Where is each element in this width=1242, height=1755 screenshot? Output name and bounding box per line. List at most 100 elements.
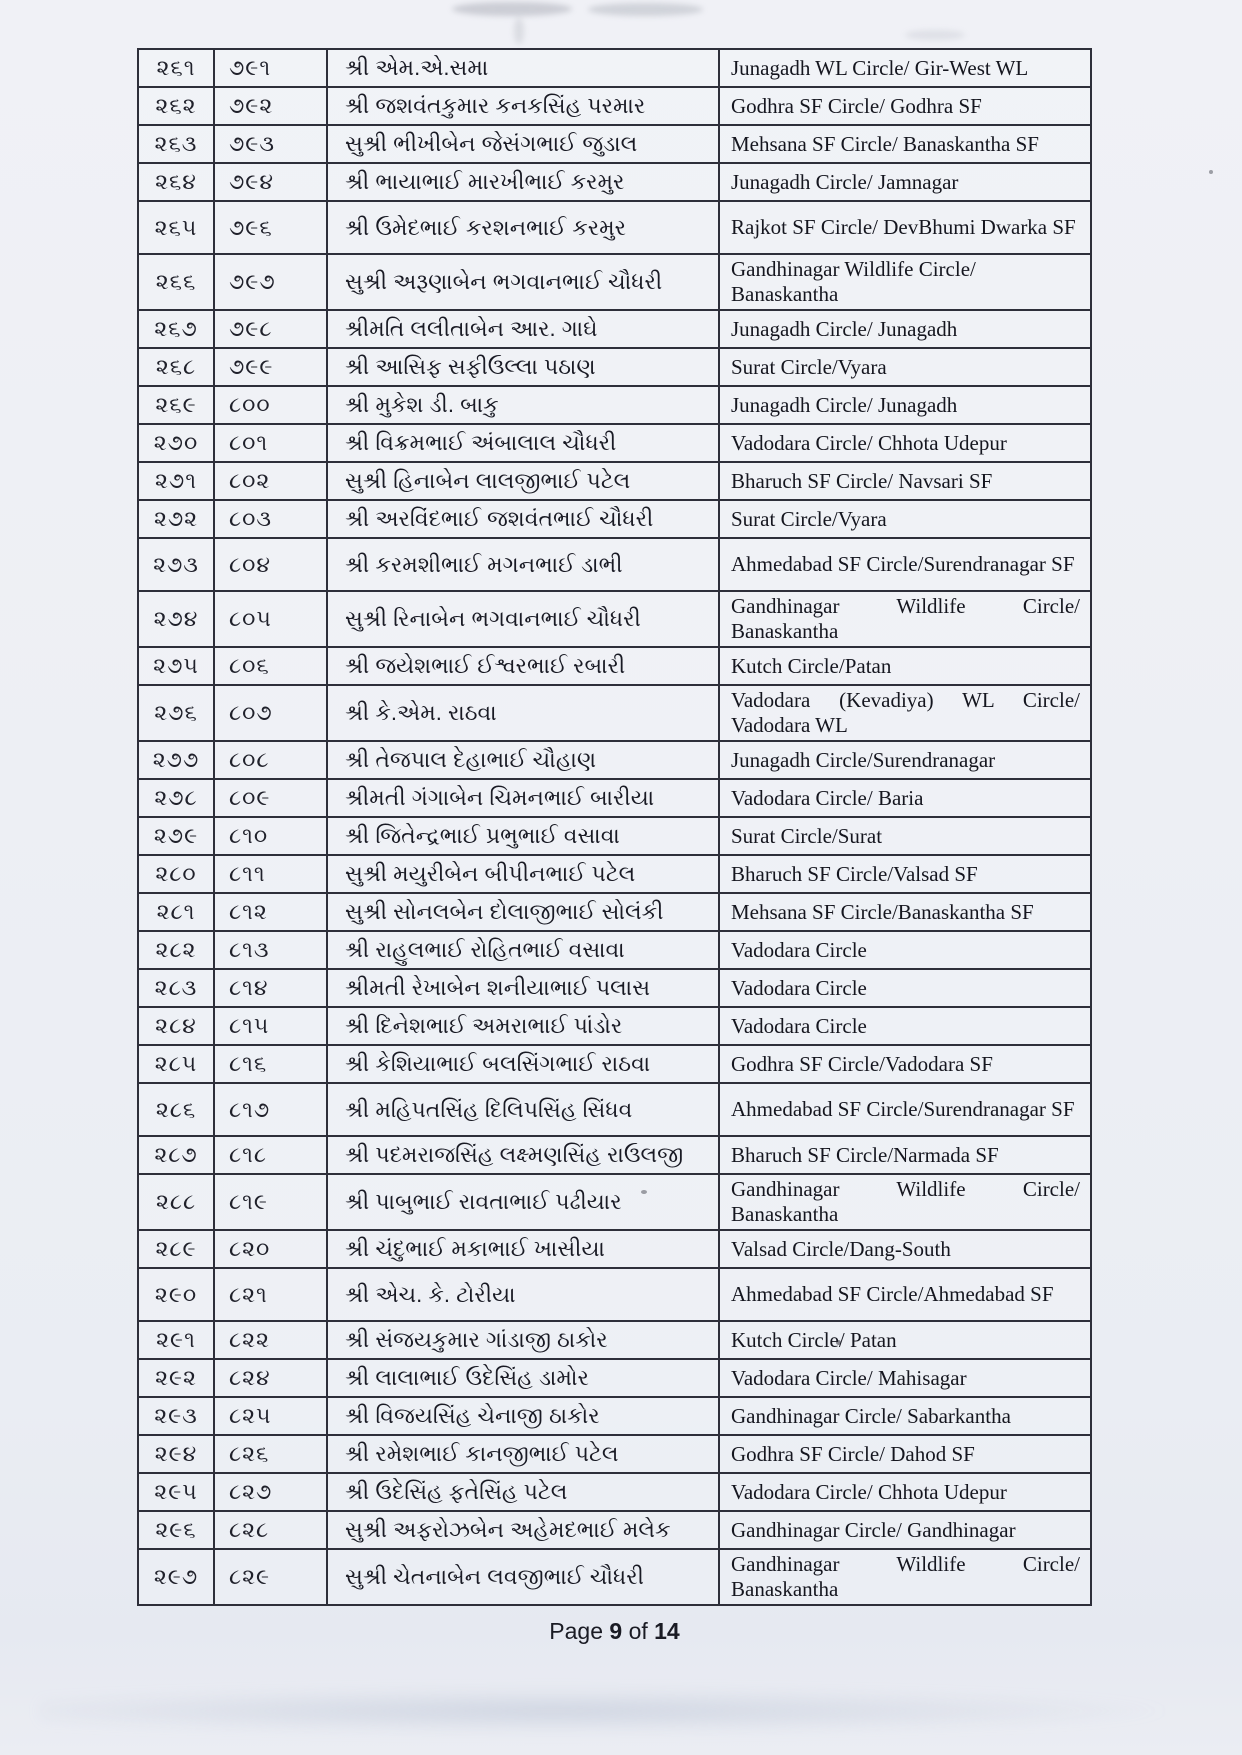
seniority-number-cell: ૮૦૯ bbox=[213, 780, 326, 816]
table-row: ૨૬૫ ૭૯૬ શ્રી ઉમેદભાઈ કરશનભાઈ કરમુર Rajko… bbox=[139, 200, 1090, 253]
table-row: ૨૮૮ ૮૧૯ શ્રી પાબુભાઈ રાવતાભાઈ પઢીયાર Gan… bbox=[139, 1173, 1090, 1229]
officer-name-cell: શ્રી જશવંતકુમાર કનકસિંહ પરમાર bbox=[326, 88, 718, 124]
seniority-number-cell: ૮૧૫ bbox=[213, 1008, 326, 1044]
circle-division-text: Vadodara Circle/ Chhota Udepur bbox=[731, 1479, 1007, 1504]
seniority-number-cell: ૭૯૧ bbox=[213, 50, 326, 86]
officer-name-cell: શ્રી દિનેશભાઈ અમરાભાઈ પાંડોર bbox=[326, 1008, 718, 1044]
seniority-number-cell: ૮૦૪ bbox=[213, 539, 326, 590]
seniority-number-cell: ૮૨૪ bbox=[213, 1360, 326, 1396]
seniority-number-cell: ૮૨૭ bbox=[213, 1474, 326, 1510]
circle-division-cell: Ahmedabad SF Circle/Surendranagar SF bbox=[718, 1084, 1090, 1135]
seniority-number-cell: ૮૧૪ bbox=[213, 970, 326, 1006]
circle-division-cell: Kutch Circle/ Patan bbox=[718, 1322, 1090, 1358]
seniority-number-cell: ૭૯૪ bbox=[213, 164, 326, 200]
seniority-number-cell: ૮૦૦ bbox=[213, 387, 326, 423]
circle-division-text: Junagadh Circle/ Jamnagar bbox=[731, 169, 959, 194]
circle-division-text: Bharuch SF Circle/ Navsari SF bbox=[731, 468, 993, 493]
circle-division-text: Vadodara Circle bbox=[731, 1013, 867, 1038]
serial-number-cell: ૨૯૭ bbox=[153, 1564, 199, 1589]
footer-page-number: 9 bbox=[609, 1618, 623, 1644]
officer-name-cell: શ્રી કે.એમ. રાઠવા bbox=[326, 686, 718, 740]
circle-division-cell: Ahmedabad SF Circle/Surendranagar SF bbox=[718, 539, 1090, 590]
serial-number-cell: ૨૬૯ bbox=[155, 392, 197, 417]
circle-division-text: Junagadh Circle/Surendranagar bbox=[731, 747, 996, 772]
circle-division-cell: Gandhinagar Wildlife Circle/ Banaskantha bbox=[718, 1550, 1090, 1604]
circle-division-cell: Rajkot SF Circle/ DevBhumi Dwarka SF bbox=[718, 202, 1090, 253]
circle-division-text: Bharuch SF Circle/Valsad SF bbox=[731, 861, 978, 886]
footer-word-of: of bbox=[628, 1618, 648, 1644]
table-row: ૨૭૧ ૮૦૨ સુશ્રી હિનાબેન લાલજીભાઈ પટેલ Bha… bbox=[139, 461, 1090, 499]
serial-number-cell: ૨૭૩ bbox=[153, 551, 199, 577]
serial-number-cell: ૨૯૨ bbox=[155, 1365, 197, 1390]
circle-division-text: Gandhinagar Wildlife Circle/ Banaskantha bbox=[731, 1552, 1080, 1601]
officer-name-cell: શ્રી ચંદુભાઈ મકાભાઈ ખાસીયા bbox=[326, 1231, 718, 1267]
circle-division-text: Surat Circle/Vyara bbox=[731, 354, 887, 379]
circle-division-cell: Gandhinagar Wildlife Circle/ Banaskantha bbox=[718, 255, 1090, 309]
serial-number-cell: ૨૯૧ bbox=[156, 1327, 196, 1352]
circle-division-text: Godhra SF Circle/ Dahod SF bbox=[731, 1441, 975, 1466]
circle-division-cell: Godhra SF Circle/Vadodara SF bbox=[718, 1046, 1090, 1082]
table-row: ૨૯૫ ૮૨૭ શ્રી ઉદેસિંહ ફતેસિંહ પટેલ Vadoda… bbox=[139, 1472, 1090, 1510]
seniority-number-cell: ૮૨૧ bbox=[213, 1269, 326, 1320]
table-row: ૨૬૮ ૭૯૯ શ્રી આસિફ સફીઉલ્લા પઠાણ Surat Ci… bbox=[139, 347, 1090, 385]
table-row: ૨૮૧ ૮૧૨ સુશ્રી સોનલબેન દોલાજીભાઈ સોલંકી … bbox=[139, 892, 1090, 930]
table-row: ૨૭૨ ૮૦૩ શ્રી અરવિંદભાઈ જશવંતભાઈ ચૌધરી Su… bbox=[139, 499, 1090, 537]
table-row: ૨૯૬ ૮૨૮ સુશ્રી અફરોઝબેન અહેમદભાઈ મલેક Ga… bbox=[139, 1510, 1090, 1548]
table-row: ૨૮૨ ૮૧૩ શ્રી રાહુલભાઈ રોહિતભાઈ વસાવા Vad… bbox=[139, 930, 1090, 968]
officer-name-cell: સુશ્રી મયુરીબેન બીપીનભાઈ પટેલ bbox=[326, 856, 718, 892]
seniority-number-cell: ૮૧૧ bbox=[213, 856, 326, 892]
serial-number-cell: ૨૮૯ bbox=[155, 1236, 197, 1261]
serial-number-cell: ૨૬૩ bbox=[154, 131, 198, 156]
table-row: ૨૯૭ ૮૨૯ સુશ્રી ચેતનાબેન લવજીભાઈ ચૌધરી Ga… bbox=[139, 1548, 1090, 1604]
circle-division-text: Kutch Circle/Patan bbox=[731, 653, 892, 678]
serial-number-cell: ૨૭૯ bbox=[153, 823, 199, 848]
serial-number-cell: ૨૮૧ bbox=[156, 899, 196, 924]
table-row: ૨૬૨ ૭૯૨ શ્રી જશવંતકુમાર કનકસિંહ પરમાર Go… bbox=[139, 86, 1090, 124]
circle-division-text: Ahmedabad SF Circle/Surendranagar SF bbox=[731, 1097, 1075, 1121]
circle-division-cell: Mehsana SF Circle/Banaskantha SF bbox=[718, 894, 1090, 930]
officer-name-cell: શ્રીમતિ લલીતાબેન આર. ગાઘે bbox=[326, 311, 718, 347]
circle-division-text: Surat Circle/Vyara bbox=[731, 506, 887, 531]
serial-number-cell: ૨૬૧ bbox=[156, 55, 196, 80]
table-row: ૨૬૭ ૭૯૮ શ્રીમતિ લલીતાબેન આર. ગાઘે Junaga… bbox=[139, 309, 1090, 347]
serial-number-cell: ૨૬૪ bbox=[155, 169, 197, 194]
table-row: ૨૮૬ ૮૧૭ શ્રી મહિપતસિંહ દિલિપસિંહ સિંધવ A… bbox=[139, 1082, 1090, 1135]
serial-number-cell: ૨૯૩ bbox=[154, 1403, 198, 1428]
serial-number-cell: ૨૭૦ bbox=[153, 430, 199, 455]
seniority-number-cell: ૭૯૬ bbox=[213, 202, 326, 253]
circle-division-text: Junagadh WL Circle/ Gir-West WL bbox=[731, 55, 1029, 80]
serial-number-cell: ૨૭૪ bbox=[153, 606, 199, 631]
circle-division-text: Valsad Circle/Dang-South bbox=[731, 1236, 951, 1261]
officer-name-cell: સુશ્રી સોનલબેન દોલાજીભાઈ સોલંકી bbox=[326, 894, 718, 930]
serial-number-cell: ૨૮૭ bbox=[154, 1142, 198, 1167]
officer-name-cell: સુશ્રી અફરોઝબેન અહેમદભાઈ મલેક bbox=[326, 1512, 718, 1548]
officer-name-cell: શ્રી રાહુલભાઈ રોહિતભાઈ વસાવા bbox=[326, 932, 718, 968]
circle-division-cell: Mehsana SF Circle/ Banaskantha SF bbox=[718, 126, 1090, 162]
seniority-number-cell: ૮૨૫ bbox=[213, 1398, 326, 1434]
officer-name-cell: શ્રી ઉદેસિંહ ફતેસિંહ પટેલ bbox=[326, 1474, 718, 1510]
officer-name-cell: શ્રી જિતેન્દ્રભાઈ પ્રભુભાઈ વસાવા bbox=[326, 818, 718, 854]
serial-number-cell: ૨૭૧ bbox=[155, 468, 197, 493]
table-row: ૨૭૯ ૮૧૦ શ્રી જિતેન્દ્રભાઈ પ્રભુભાઈ વસાવા… bbox=[139, 816, 1090, 854]
circle-division-text: Ahmedabad SF Circle/Ahmedabad SF bbox=[731, 1282, 1054, 1306]
circle-division-text: Godhra SF Circle/ Godhra SF bbox=[731, 93, 982, 118]
circle-division-text: Gandhinagar Wildlife Circle/ Banaskantha bbox=[731, 257, 976, 306]
serial-number-cell: ૨૮૨ bbox=[155, 937, 197, 962]
table-row: ૨૭૦ ૮૦૧ શ્રી વિક્રમભાઈ અંબાલાલ ચૌધરી Vad… bbox=[139, 423, 1090, 461]
serial-number-cell: ૨૬૮ bbox=[155, 354, 197, 379]
seniority-number-cell: ૮૨૯ bbox=[213, 1550, 326, 1604]
table-row: ૨૯૩ ૮૨૫ શ્રી વિજયસિંહ ચેનાજી ઠાકોર Gandh… bbox=[139, 1396, 1090, 1434]
officer-name-cell: શ્રીમતી ગંગાબેન ચિમનભાઈ બારીયા bbox=[326, 780, 718, 816]
serial-number-cell: ૨૬૭ bbox=[154, 316, 198, 341]
table-row: ૨૭૬ ૮૦૭ શ્રી કે.એમ. રાઠવા Vadodara (Keva… bbox=[139, 684, 1090, 740]
circle-division-cell: Vadodara Circle/ Chhota Udepur bbox=[718, 1474, 1090, 1510]
circle-division-cell: Junagadh Circle/ Jamnagar bbox=[718, 164, 1090, 200]
officer-name-cell: શ્રી રમેશભાઈ કાનજીભાઈ પટેલ bbox=[326, 1436, 718, 1472]
officer-name-cell: શ્રી વિજયસિંહ ચેનાજી ઠાકોર bbox=[326, 1398, 718, 1434]
seniority-number-cell: ૮૦૬ bbox=[213, 648, 326, 684]
table-row: ૨૬૬ ૭૯૭ સુશ્રી અરૂણાબેન ભગવાનભાઈ ચૌધરી G… bbox=[139, 253, 1090, 309]
circle-division-text: Surat Circle/Surat bbox=[731, 823, 883, 848]
circle-division-cell: Gandhinagar Circle/ Gandhinagar bbox=[718, 1512, 1090, 1548]
serial-number-cell: ૨૯૦ bbox=[154, 1281, 198, 1307]
scan-smudge bbox=[514, 18, 524, 44]
